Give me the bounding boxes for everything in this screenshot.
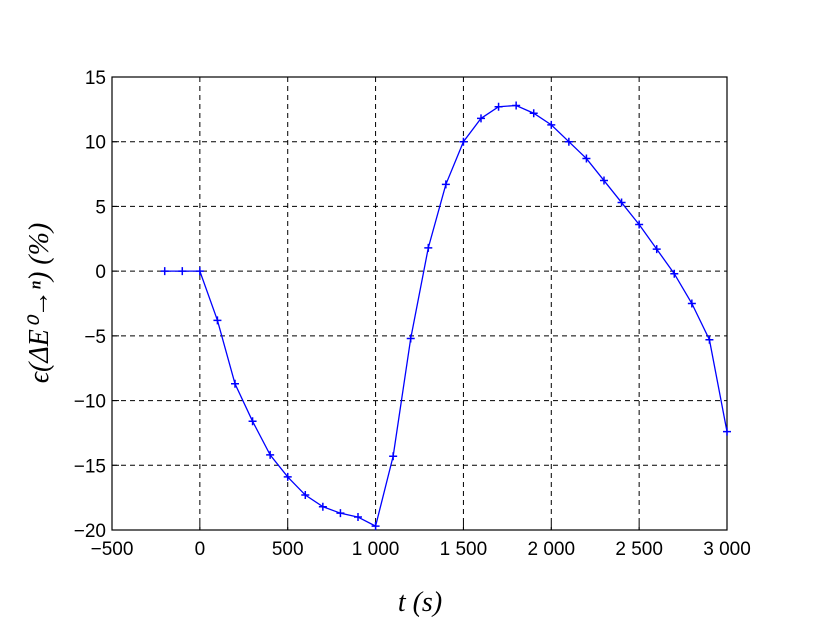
x-tick-label: 2 000 <box>528 539 576 560</box>
marker <box>512 101 521 110</box>
data-line <box>164 104 728 528</box>
plot-frame <box>111 76 728 531</box>
x-tick-label: 1 500 <box>440 539 488 560</box>
marker <box>459 137 468 146</box>
marker <box>705 335 714 344</box>
marker <box>213 316 222 325</box>
y-tick-label: −20 <box>74 521 106 542</box>
marker <box>547 120 556 129</box>
marker <box>441 180 450 189</box>
marker <box>652 245 661 254</box>
marker <box>477 114 485 123</box>
marker <box>336 509 345 518</box>
marker <box>301 491 310 500</box>
marker <box>635 220 644 229</box>
marker <box>582 154 591 163</box>
y-tick-label: −10 <box>74 392 106 413</box>
marker <box>389 452 398 461</box>
y-tick-label: 15 <box>85 68 106 89</box>
y-tick-label: 0 <box>95 262 106 283</box>
marker <box>266 450 275 459</box>
y-axis-label: ϵ(ΔE⁰→ⁿ) (%) <box>24 223 55 383</box>
x-tick-label: 3 000 <box>703 539 751 560</box>
marker <box>529 109 538 118</box>
marker <box>248 417 257 426</box>
marker <box>231 379 239 388</box>
marker <box>494 102 503 111</box>
y-tick-label: 5 <box>95 197 106 218</box>
marker <box>617 198 626 207</box>
y-tick-label: −5 <box>84 327 106 348</box>
y-tick-label: −15 <box>74 456 106 477</box>
marker <box>600 176 608 185</box>
x-axis-label: t (s) <box>398 587 442 618</box>
marker <box>283 472 292 481</box>
x-tick-label: 2 500 <box>615 539 663 560</box>
x-tick-label: 1 000 <box>352 539 400 560</box>
marker <box>371 522 380 531</box>
marker <box>687 299 696 308</box>
y-tick-label: 10 <box>85 133 106 154</box>
marker <box>723 427 731 436</box>
x-tick-label: −500 <box>91 539 134 560</box>
marker <box>406 334 415 343</box>
marker <box>670 269 679 278</box>
x-tick-label: 500 <box>272 539 304 560</box>
marker <box>564 137 573 146</box>
marker <box>354 513 362 522</box>
marker <box>178 267 187 276</box>
marker <box>318 502 327 511</box>
marker <box>424 243 433 252</box>
x-tick-label: 0 <box>195 539 206 560</box>
marker <box>195 267 204 276</box>
marker <box>160 267 169 276</box>
